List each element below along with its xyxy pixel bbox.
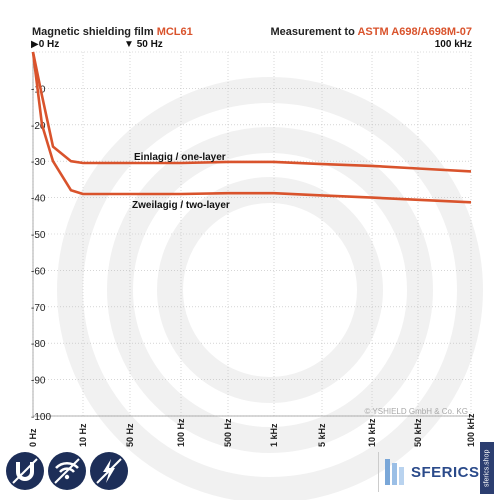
lightning-shield-icon [90, 452, 128, 490]
y-tick-label: -70 [31, 303, 46, 314]
series-line-one-layer [31, 51, 472, 173]
x-axis: 0 Hz 10 Hz 50 Hz 100 Hz 500 Hz 1 kHz 5 kHz 10 k… [28, 413, 476, 447]
y-axis: -10-20-30-40-50-60-70-80-90-100 [31, 84, 51, 423]
logo-text: SFERICS [411, 464, 480, 481]
magnet-icon [6, 452, 44, 490]
series-group [31, 51, 472, 204]
x-tick-label: 100 kHz [466, 413, 476, 447]
x-tick-label: 100 Hz [176, 418, 186, 447]
y-tick-label: -50 [31, 230, 46, 241]
wifi-shield-icon [48, 452, 86, 490]
x-tick-label: 500 Hz [223, 418, 233, 447]
y-tick-label: -40 [31, 194, 46, 205]
x-tick-label: 10 Hz [78, 423, 88, 447]
icon-badges [6, 452, 128, 490]
y-tick-label: -90 [31, 376, 46, 387]
side-tab: sferics.shop [480, 442, 494, 494]
y-tick-label: -60 [31, 266, 46, 277]
measurement-standard-code: ASTM A698/A698M-07 [357, 26, 472, 38]
x-tick-label: 1 kHz [269, 423, 279, 447]
x-tick-label: 5 kHz [317, 423, 327, 447]
x-tick-label: 10 kHz [367, 418, 377, 447]
chart-title: Magnetic shielding film MCL61 [32, 26, 193, 38]
sferics-logo: SFERICS [378, 452, 479, 492]
marker-50hz: ▼ 50 Hz [124, 39, 163, 50]
measurement-prefix: Measurement to [270, 26, 358, 38]
marker-0hz: ▶0 Hz [31, 39, 60, 50]
title-product: MCL61 [156, 26, 193, 38]
y-tick-label: -100 [31, 412, 51, 423]
y-tick-label: -80 [31, 339, 46, 350]
logo-mark-icon [385, 459, 404, 485]
background-watermark [57, 77, 483, 500]
x-tick-label: 50 kHz [413, 418, 423, 447]
x-tick-label: 50 Hz [125, 423, 135, 447]
series-label-one-layer: Einlagig / one-layer [134, 152, 226, 163]
copyright: © YSHIELD GmbH & Co. KG [364, 407, 468, 416]
series-label-two-layer: Zweilagig / two-layer [132, 200, 230, 211]
y-tick-label: -20 [31, 121, 46, 132]
x-tick-label: 0 Hz [28, 428, 38, 447]
series-line-two-layer [31, 51, 472, 204]
title-prefix: Magnetic shielding film [32, 26, 157, 38]
marker-100khz: 100 kHz [434, 39, 472, 50]
y-tick-label: -30 [31, 157, 46, 168]
measurement-standard: Measurement to ASTM A698/A698M-07 [270, 26, 472, 38]
